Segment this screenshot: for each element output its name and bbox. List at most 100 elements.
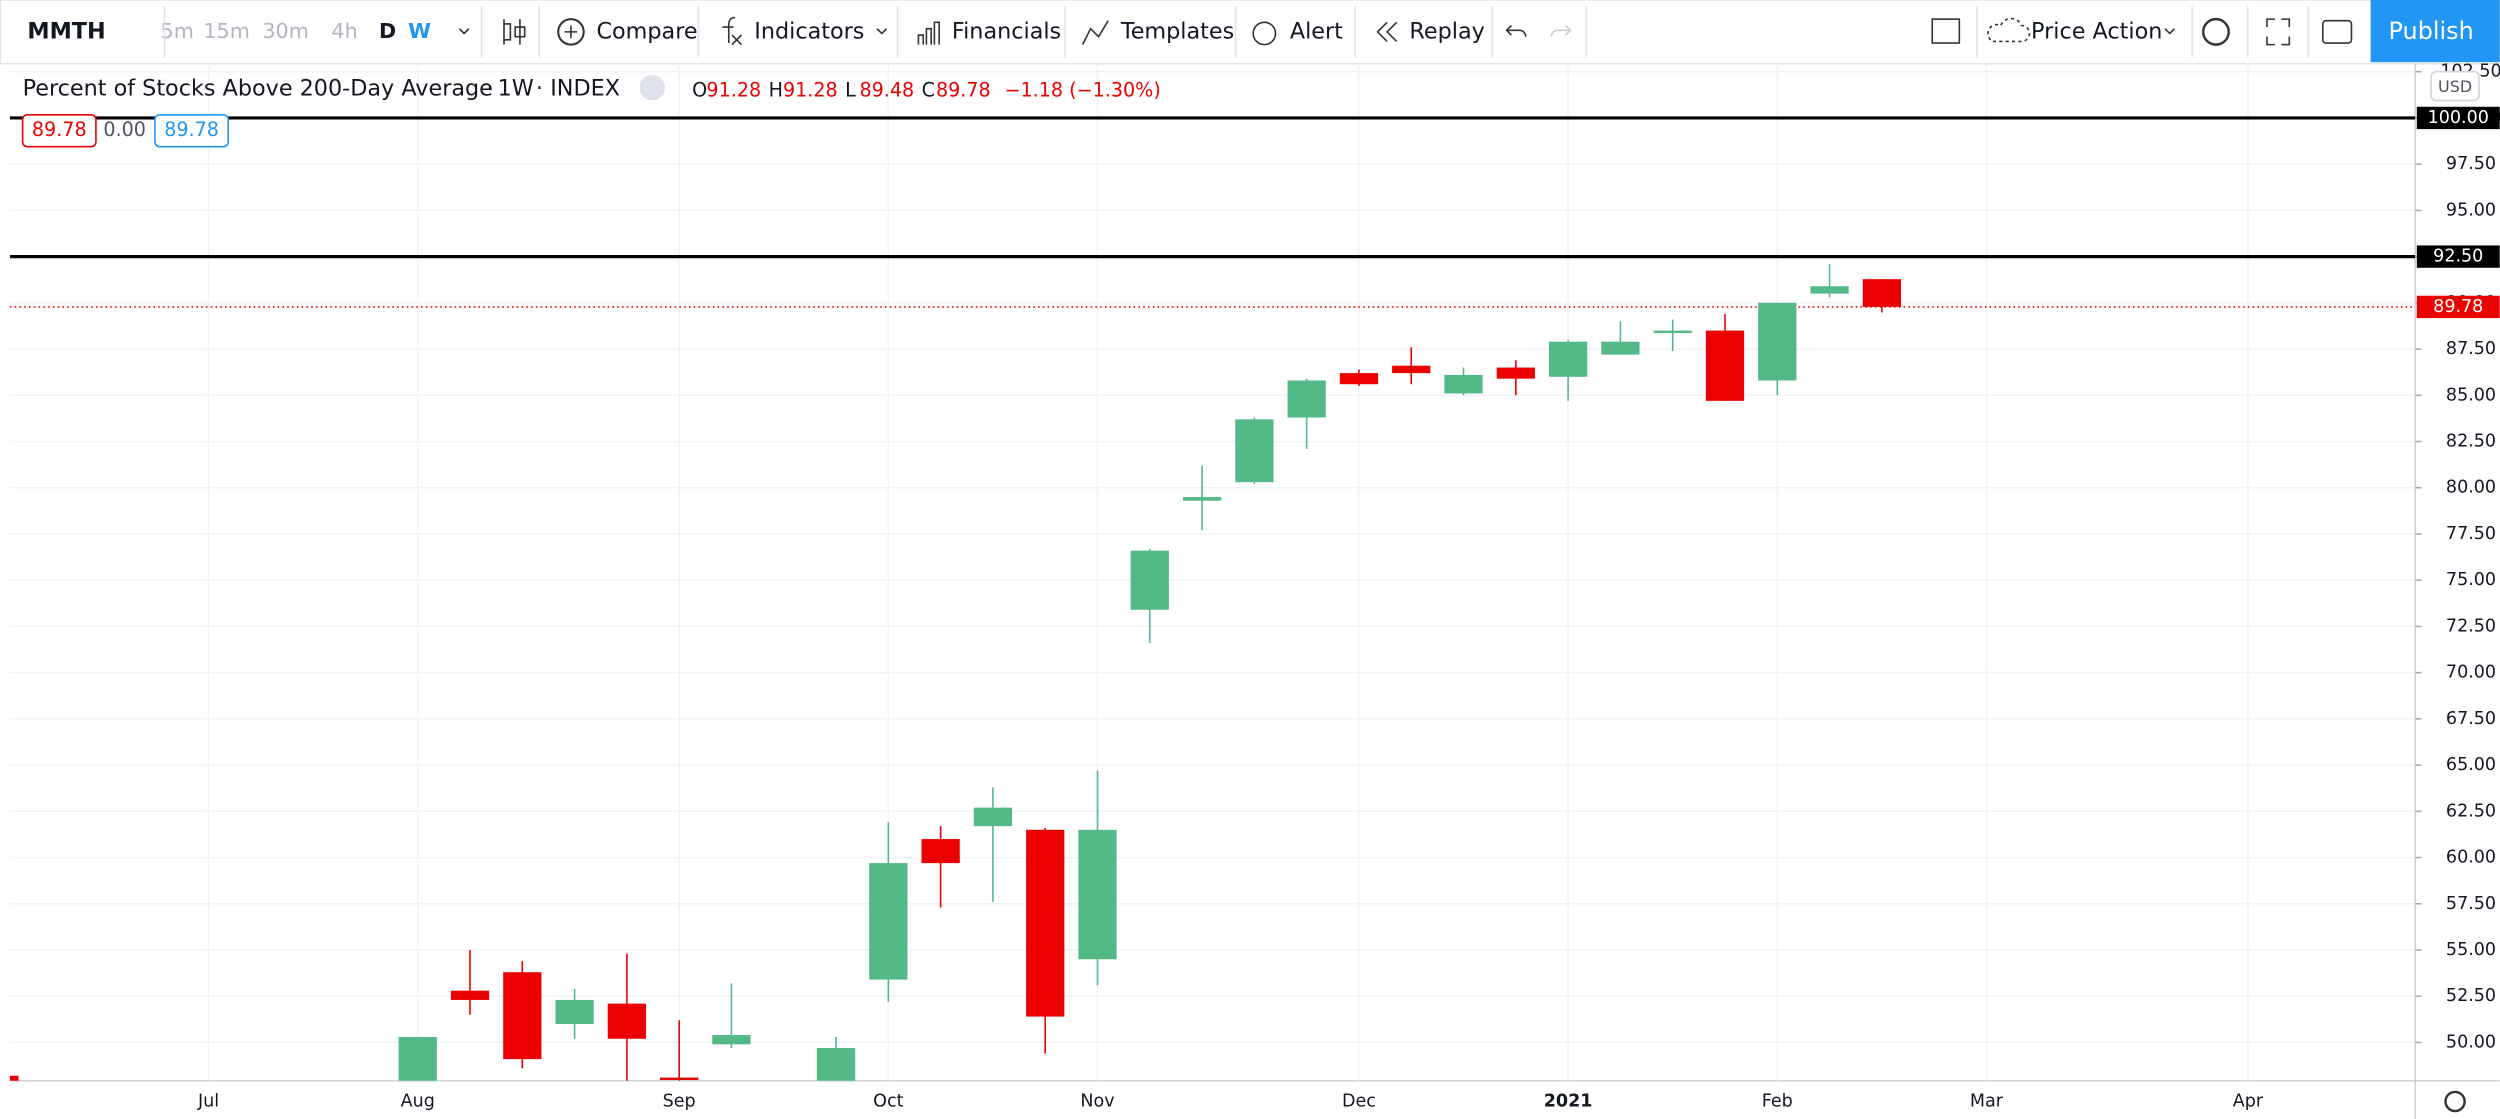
- value-box-label: 0.00: [103, 118, 146, 141]
- undo-icon[interactable]: [1505, 24, 1527, 37]
- candle-body: [1548, 341, 1588, 377]
- candle-body: [1078, 829, 1117, 960]
- interval[interactable]: 15m: [203, 19, 250, 43]
- candle-body: [1705, 330, 1745, 401]
- ohlc-key: C: [922, 78, 935, 101]
- candle-body: [660, 1077, 699, 1080]
- legend-interval: 1W: [498, 76, 534, 102]
- publish-button[interactable]: [2370, 0, 2500, 63]
- chevron[interactable]: [458, 28, 470, 35]
- toolbar-button[interactable]: Replay: [1409, 18, 1484, 44]
- y-tick-label: 80.00: [2446, 478, 2496, 498]
- legend-title: Percent of Stocks Above 200-Day Average: [23, 76, 493, 102]
- price-tag-label: 92.50: [2433, 247, 2483, 267]
- interval[interactable]: 4h: [331, 19, 357, 43]
- interval[interactable]: 30m: [262, 19, 309, 43]
- candle-body: [712, 1035, 751, 1045]
- y-tick-label: 82.50: [2446, 432, 2496, 452]
- x-tick-label: Aug: [401, 1091, 435, 1111]
- x-tick-label: Apr: [2233, 1091, 2264, 1111]
- replay-icon[interactable]: [1376, 21, 1398, 43]
- candle-body: [1392, 365, 1431, 374]
- layout-name[interactable]: Price Action: [2031, 18, 2162, 44]
- symbol[interactable]: MMTH: [27, 18, 105, 44]
- currency: USD: [2438, 77, 2472, 96]
- ohlc-key: H: [769, 78, 783, 101]
- y-tick-label: 97.50: [2446, 154, 2496, 174]
- toolbar-button[interactable]: Financials: [952, 18, 1061, 44]
- value-box-label: 89.78: [32, 118, 87, 141]
- x-tick-label: Sep: [663, 1091, 696, 1111]
- fx-shape[interactable]: [722, 16, 743, 46]
- x-tick-label: Feb: [1762, 1091, 1793, 1111]
- publish-label[interactable]: Publish: [2389, 17, 2474, 45]
- redo-icon[interactable]: [1550, 24, 1572, 37]
- templates-icon[interactable]: [1081, 20, 1109, 45]
- y-tick-label: 95.00: [2446, 200, 2496, 220]
- y-tick-label: 50.00: [2446, 1032, 2496, 1052]
- y-tick-label: 65.00: [2446, 755, 2496, 775]
- cloud-icon[interactable]: [1987, 17, 2031, 43]
- candle-body: [973, 807, 1013, 827]
- y-tick-label: 75.00: [2446, 570, 2496, 590]
- candles-icon[interactable]: [503, 19, 526, 45]
- ohlc-value: 91.28: [783, 78, 838, 101]
- candle-body: [398, 1036, 437, 1081]
- currency-box: [2430, 70, 2480, 102]
- camera-icon[interactable]: [2321, 19, 2353, 44]
- settings-icon[interactable]: [2444, 1090, 2466, 1113]
- last-price-tag: [2416, 295, 2500, 319]
- fullscreen-icon[interactable]: [2266, 18, 2291, 46]
- y-tick-label: 60.00: [2446, 848, 2496, 868]
- interval[interactable]: W: [408, 19, 431, 43]
- interval[interactable]: D: [379, 19, 396, 43]
- y-tick-label: 70.00: [2446, 663, 2496, 683]
- chevron[interactable]: [876, 28, 888, 35]
- toolbar-button[interactable]: Compare: [596, 18, 697, 44]
- settings-icon[interactable]: [2202, 17, 2230, 46]
- toolbar-button[interactable]: Templates: [1120, 18, 1234, 44]
- y-tick-label: 57.50: [2446, 894, 2496, 914]
- chevron[interactable]: [2164, 28, 2176, 35]
- interval[interactable]: 5m: [161, 19, 194, 43]
- y-tick-label: 52.50: [2446, 986, 2496, 1006]
- candle-body: [503, 972, 542, 1060]
- plot: [9, 116, 2416, 1081]
- candle-body: [1026, 829, 1065, 1017]
- candle-body: [921, 839, 960, 864]
- legend-exchange: INDEX: [550, 76, 620, 102]
- ohlc-key: O: [692, 78, 707, 101]
- ohlc-value: 89.48: [859, 78, 914, 101]
- plus: [564, 25, 578, 39]
- ui: MMTH 5m 15m 30m 4h D W Compare Indicators Financi…: [21, 6, 2500, 1111]
- x-tick-label: Dec: [1342, 1091, 1376, 1111]
- candle-body: [9, 1075, 19, 1081]
- candle-body: [1810, 286, 1849, 294]
- grid: [9, 63, 2416, 1081]
- y-tick-label: 55.00: [2446, 940, 2496, 960]
- rectangle-icon[interactable]: [1931, 18, 1961, 44]
- candle-body: [1182, 496, 1222, 501]
- toolbar-button[interactable]: Indicators: [754, 18, 864, 44]
- y-tick-label: 87.50: [2446, 339, 2496, 359]
- y-tick-label: 72.50: [2446, 616, 2496, 636]
- financials-icon[interactable]: [917, 21, 940, 45]
- legend-sep: ·: [536, 76, 543, 102]
- candle-body: [869, 863, 908, 980]
- legend-toggle[interactable]: [639, 74, 665, 101]
- candle-body: [1339, 373, 1379, 385]
- y-tick-label: 85.00: [2446, 385, 2496, 405]
- toolbar-button[interactable]: Alert: [1290, 18, 1343, 44]
- candle-body: [1235, 419, 1274, 483]
- toolbar: [0, 0, 2500, 65]
- compare-icon[interactable]: [557, 18, 585, 46]
- price-tag-label: 100.00: [2428, 108, 2489, 128]
- change: −1.18 (−1.30%): [1005, 78, 1161, 101]
- price-tag: [2416, 106, 2500, 130]
- candle-body: [555, 999, 594, 1024]
- alert-icon[interactable]: [1252, 21, 1277, 46]
- y-tick-label: 67.50: [2446, 709, 2496, 729]
- value-box: [154, 113, 230, 148]
